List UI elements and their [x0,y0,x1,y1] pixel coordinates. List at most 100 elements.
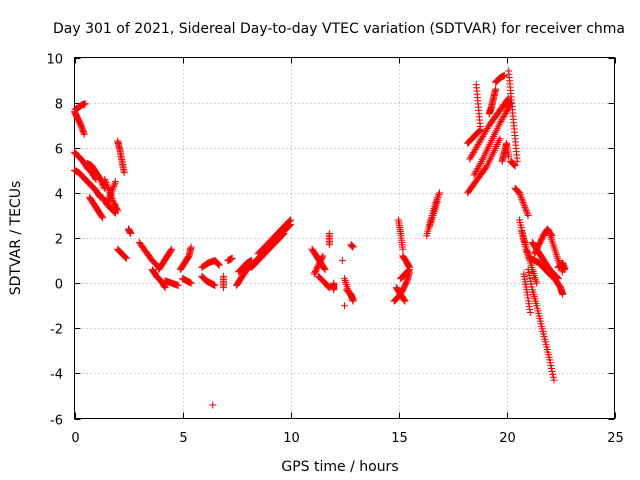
data-point [405,263,413,271]
data-point [433,198,441,206]
y-tick-label: 4 [55,188,63,203]
data-point [342,278,350,286]
data-point [549,373,557,381]
data-point [120,169,128,177]
data-point [161,284,169,292]
data-point [561,266,569,274]
data-point [106,192,114,200]
x-tick-label: 20 [499,431,516,446]
data-point [279,230,287,238]
data-point [330,286,338,294]
data-point [527,280,535,288]
data-point [554,255,562,263]
data-point [520,202,528,210]
data-point [532,275,540,283]
y-tick-label: 2 [55,233,63,248]
data-point [400,296,408,304]
data-point [515,189,523,197]
data-point [341,275,348,283]
data-point [518,195,526,203]
data-point [525,268,533,276]
data-point [549,241,557,249]
data-point [519,199,527,207]
y-tick-label: 8 [55,98,63,113]
data-point [102,179,110,187]
data-point [320,265,328,273]
data-point [521,203,529,211]
y-tick-label: -4 [50,368,63,383]
data-point [551,245,559,253]
data-point [517,194,525,202]
data-point [99,214,107,222]
data-point [548,365,556,373]
data-point [209,401,217,409]
data-point [338,257,346,265]
data-point [549,239,557,247]
y-tick-label: 6 [55,143,63,158]
data-point [516,190,524,198]
data-point [280,229,288,237]
data-point [548,235,556,243]
data-point [522,245,530,253]
data-point [500,72,508,80]
data-point [526,308,534,316]
data-point [98,213,106,221]
data-point [228,254,236,262]
x-tick-label: 5 [179,431,187,446]
data-point [108,187,116,195]
data-point [101,177,109,185]
data-point [110,181,118,189]
data-point [215,260,223,268]
data-point [554,257,562,265]
data-point [107,190,115,198]
data-point [520,200,528,208]
data-point [110,182,118,190]
data-point [505,153,513,161]
data-point [548,367,556,375]
data-point [286,217,294,225]
data-point [550,376,558,384]
data-point [549,370,557,378]
data-point [528,283,536,291]
data-point [523,249,531,257]
data-point [220,284,228,292]
data-point [108,186,116,194]
data-point [522,207,530,215]
x-tick-label: 10 [283,431,300,446]
data-point [401,297,409,305]
data-point [80,130,88,138]
x-tick-label: 0 [71,431,79,446]
data-point [211,281,219,289]
data-point [341,302,348,310]
data-point [81,100,89,108]
data-point [187,243,195,251]
data-point [214,260,222,268]
data-point [477,126,485,134]
data-point [552,251,560,259]
data-point [502,109,510,117]
data-point [104,197,112,205]
data-point [103,200,111,208]
y-tick-label: -2 [50,323,63,338]
data-point [547,362,555,370]
chart-title: Day 301 of 2021, Sidereal Day-to-day VTE… [53,21,625,37]
data-point [496,135,504,143]
data-point [511,162,519,170]
data-point [341,277,349,285]
y-tick-label: 10 [46,53,63,68]
data-point [122,254,130,262]
data-point [523,210,531,218]
data-point [114,207,122,215]
plot-frame [74,57,615,419]
tick-labels: 0 5 10 15 20 25 -6 -4 -2 0 2 4 6 8 10 [46,53,623,447]
data-point [161,283,169,291]
data-point [435,190,443,198]
data-point [434,192,442,200]
data-point [167,246,175,254]
data-point [287,216,294,224]
data-point [121,253,129,261]
data-point [559,290,567,298]
data-point [112,178,120,186]
data-point [215,261,223,269]
